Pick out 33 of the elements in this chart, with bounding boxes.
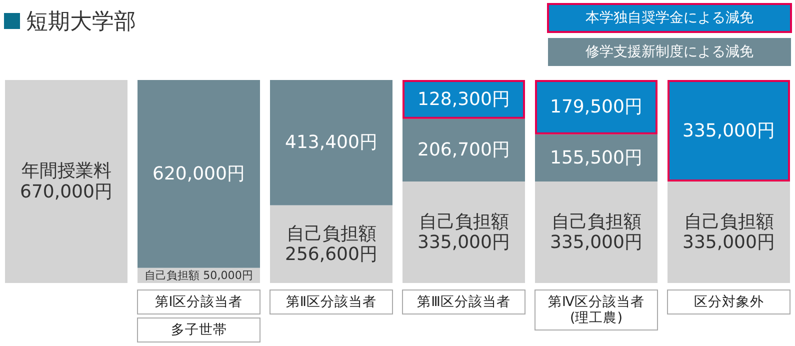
data-label: 620,000円	[152, 163, 245, 184]
bar	[535, 80, 658, 134]
data-label: 自己負担額 256,600円	[285, 223, 378, 265]
bar	[535, 182, 658, 283]
data-label: 179,500円	[550, 96, 642, 118]
chart-title: 短期大学部	[26, 10, 136, 34]
bar	[270, 80, 392, 206]
data-label: 自己負担額 335,000円	[682, 211, 775, 254]
data-label: 335,000円	[682, 120, 775, 142]
bar	[402, 182, 525, 283]
data-label: 128,300円	[418, 88, 510, 110]
data-label: 自己負担額 335,000円	[418, 211, 510, 254]
data-label: 206,700円	[418, 140, 510, 161]
bar	[5, 80, 128, 283]
data-label: 年間授業料 670,000円	[20, 160, 112, 202]
bar	[535, 134, 658, 182]
bar	[402, 80, 525, 119]
bar	[668, 182, 790, 283]
data-label: 自己負担額 335,000円	[550, 211, 642, 254]
x-tick-label: 第Ⅲ区分該当者	[417, 294, 510, 310]
x-tick-label: 第Ⅱ区分該当者	[286, 294, 377, 310]
bar	[138, 80, 260, 268]
bar	[668, 80, 790, 182]
x-tick-label: 区分対象外	[694, 294, 764, 310]
text: 本学独自奨学金による減免	[586, 10, 754, 26]
text: 修学支援新制度による減免	[586, 44, 754, 60]
data-label: 155,500円	[550, 147, 642, 168]
x-tick-label: 第Ⅳ区分該当者 (理工農)	[548, 294, 644, 326]
data-label: 413,400円	[285, 132, 378, 154]
bar	[402, 118, 525, 182]
text: 多子世帯	[170, 322, 227, 338]
data-label: 自己負担額 50,000円	[144, 268, 253, 282]
x-tick-label: 第Ⅰ区分該当者	[154, 294, 243, 310]
